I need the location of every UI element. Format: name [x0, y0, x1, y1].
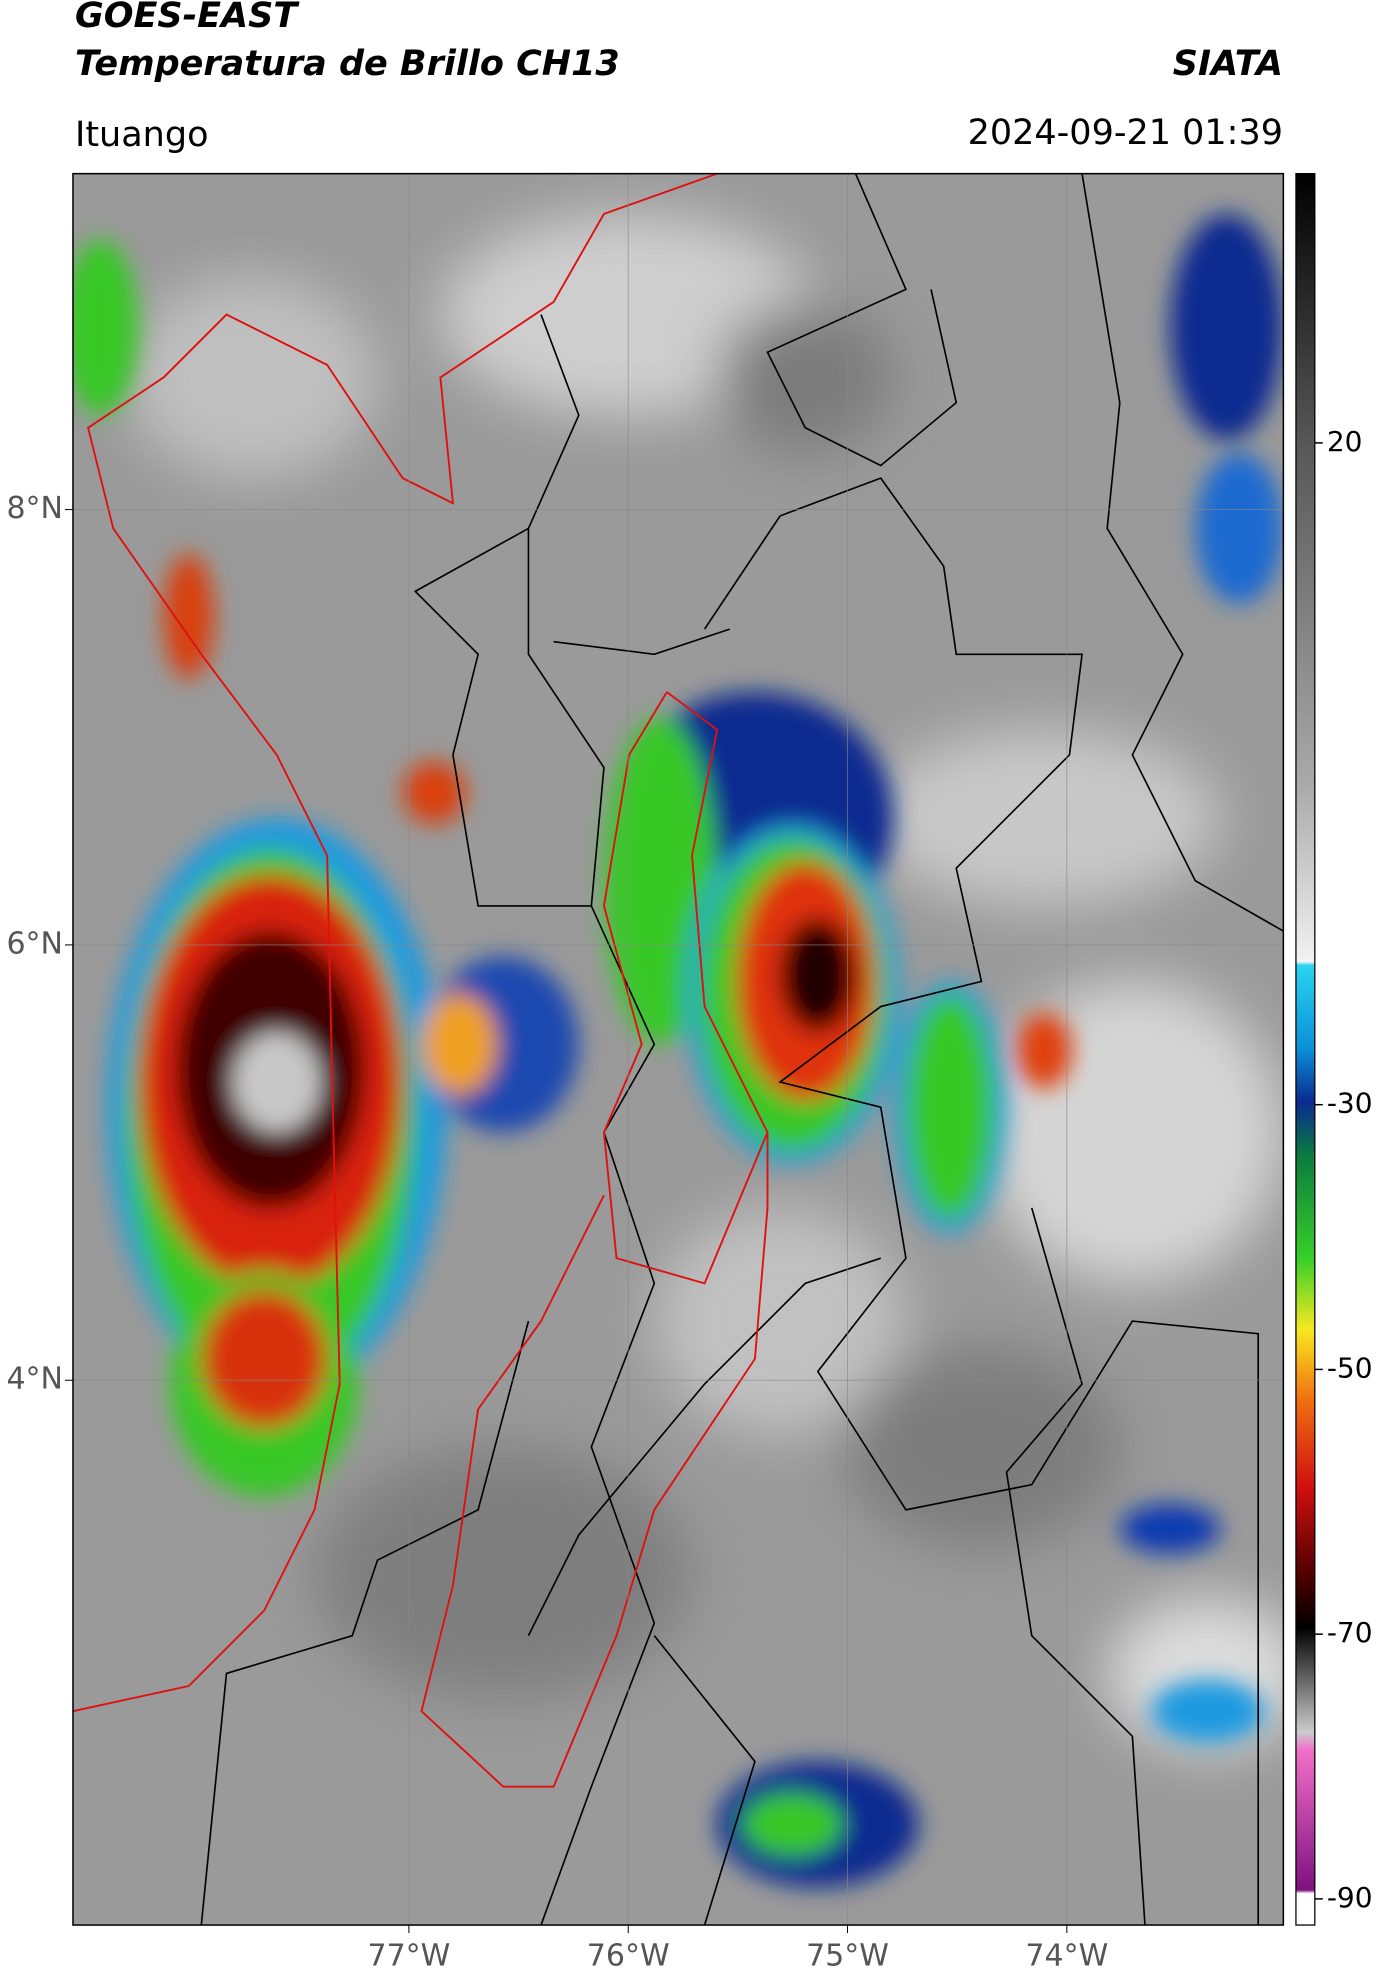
lat-label: 4°N	[6, 1362, 63, 1397]
lon-label: 76°W	[587, 1939, 670, 1974]
colorbar-label: -70	[1327, 1616, 1373, 1649]
location: Ituango	[75, 115, 209, 155]
graticule	[72, 173, 1284, 1926]
lon-label: 74°W	[1025, 1939, 1108, 1974]
lat-label: 6°N	[6, 926, 63, 961]
lon-label: 77°W	[367, 1939, 450, 1974]
brand: SIATA	[1173, 44, 1283, 84]
lon-label: 75°W	[806, 1939, 889, 1974]
datetime: 2024-09-21 01:39	[968, 113, 1283, 153]
map	[72, 172, 1316, 1926]
colorbar-label: -30	[1327, 1087, 1373, 1120]
colorbar-label: 20	[1327, 425, 1363, 458]
satellite: GOES-EAST	[75, 0, 300, 36]
colorbar	[1295, 173, 1316, 1926]
colorbar-label: -50	[1327, 1351, 1373, 1384]
product: Temperatura de Brillo CH13	[75, 44, 620, 84]
lat-label: 8°N	[6, 491, 63, 526]
colorbar-label: -90	[1327, 1881, 1373, 1914]
